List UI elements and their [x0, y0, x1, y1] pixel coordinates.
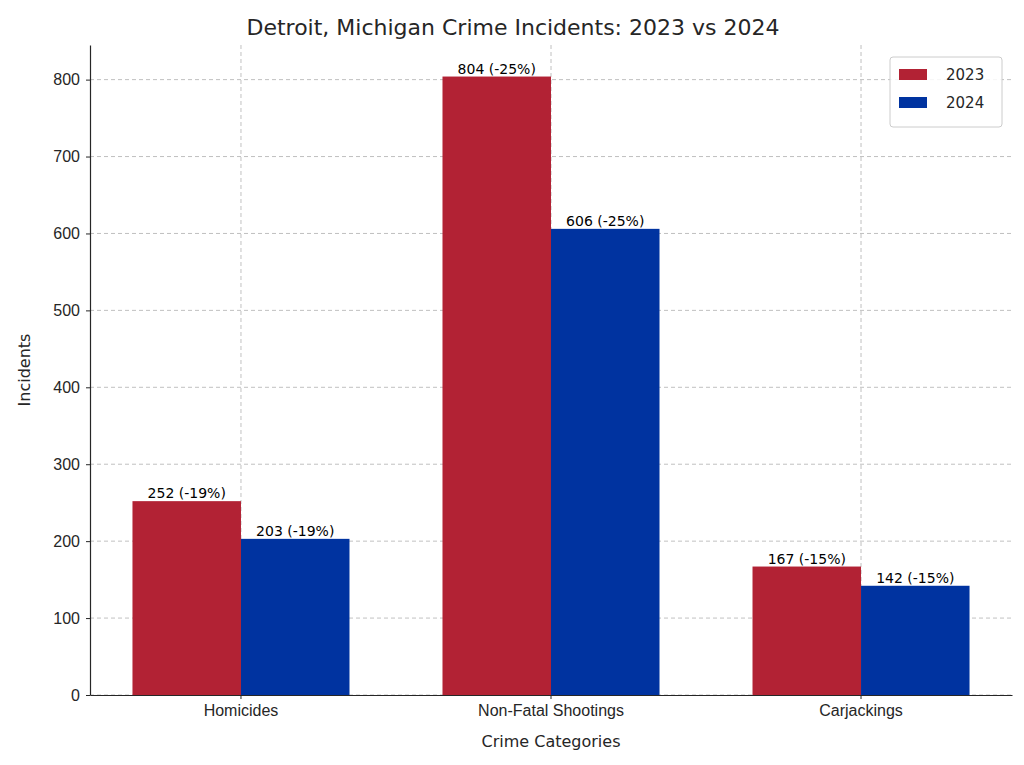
y-tick-label: 800 — [53, 71, 80, 88]
x-tick-mark — [861, 695, 862, 699]
x-tick-mark — [551, 695, 552, 699]
y-tick-mark — [86, 157, 90, 158]
x-axis-title: Crime Categories — [482, 732, 621, 751]
data-label: 203 (-19%) — [256, 523, 334, 539]
legend-label: 2024 — [946, 94, 984, 112]
y-tick-label: 200 — [53, 533, 80, 550]
bar — [861, 586, 970, 695]
y-tick-label: 700 — [53, 148, 80, 165]
legend-box — [890, 57, 1002, 127]
bar-series — [241, 229, 970, 695]
y-tick-mark — [86, 387, 90, 388]
x-tick-label: Homicides — [204, 702, 279, 719]
data-label: 606 (-25%) — [566, 213, 644, 229]
bars — [132, 77, 969, 695]
data-labels: 252 (-19%) 804 (-25%) 167 (-15%) 203 (-19%)… — [148, 61, 955, 586]
data-label: 167 (-15%) — [768, 551, 846, 567]
bar-series — [132, 77, 861, 695]
y-tick-label: 400 — [53, 379, 80, 396]
title: Detroit, Michigan Crime Incidents: 2023 … — [247, 15, 780, 40]
y-axis-line — [90, 46, 91, 696]
x-tick: Non-Fatal Shootings — [478, 695, 624, 719]
y-tick-mark — [86, 233, 90, 234]
y-tick-mark — [86, 464, 90, 465]
data-label: 142 (-15%) — [876, 570, 954, 586]
chart: 0 100 200 300 400 500 600 700 800 Homicides Non-Fa… — [0, 0, 1024, 765]
y-tick: 500 — [53, 302, 90, 319]
grid — [90, 45, 1012, 695]
y-tick-mark — [86, 310, 90, 311]
y-tick-mark — [86, 80, 90, 81]
y-axis: 0 100 200 300 400 500 600 700 800 — [53, 46, 90, 704]
y-tick-mark — [86, 541, 90, 542]
legend-swatch — [899, 97, 927, 108]
bar — [132, 501, 241, 695]
y-tick-label: 100 — [53, 610, 80, 627]
y-tick: 400 — [53, 379, 90, 396]
y-tick: 700 — [53, 148, 90, 165]
y-tick: 200 — [53, 533, 90, 550]
bar — [753, 567, 862, 695]
legend-swatch — [899, 69, 927, 80]
y-tick: 100 — [53, 610, 90, 627]
bar — [551, 229, 660, 695]
y-tick-mark — [86, 695, 90, 696]
bar — [442, 77, 551, 695]
y-tick: 0 — [71, 687, 90, 704]
y-tick-label: 300 — [53, 456, 80, 473]
x-tick-mark — [240, 695, 241, 699]
data-label: 804 (-25%) — [458, 61, 536, 77]
x-tick: Homicides — [204, 695, 279, 719]
y-tick: 300 — [53, 456, 90, 473]
y-axis-title: Incidents — [15, 334, 34, 407]
bar — [241, 539, 350, 695]
y-tick-label: 600 — [53, 225, 80, 242]
y-tick-label: 500 — [53, 302, 80, 319]
x-tick-label: Carjackings — [819, 702, 903, 719]
y-tick-mark — [86, 618, 90, 619]
x-tick-label: Non-Fatal Shootings — [478, 702, 624, 719]
data-label: 252 (-19%) — [148, 485, 226, 501]
legend-label: 2023 — [946, 66, 984, 84]
x-tick: Carjackings — [819, 695, 903, 719]
legend: 2023 2024 — [890, 57, 1002, 127]
y-tick-label: 0 — [71, 687, 80, 704]
x-axis: Homicides Non-Fatal Shootings Carjackings — [91, 695, 1013, 719]
y-tick: 600 — [53, 225, 90, 242]
y-tick: 800 — [53, 71, 90, 88]
